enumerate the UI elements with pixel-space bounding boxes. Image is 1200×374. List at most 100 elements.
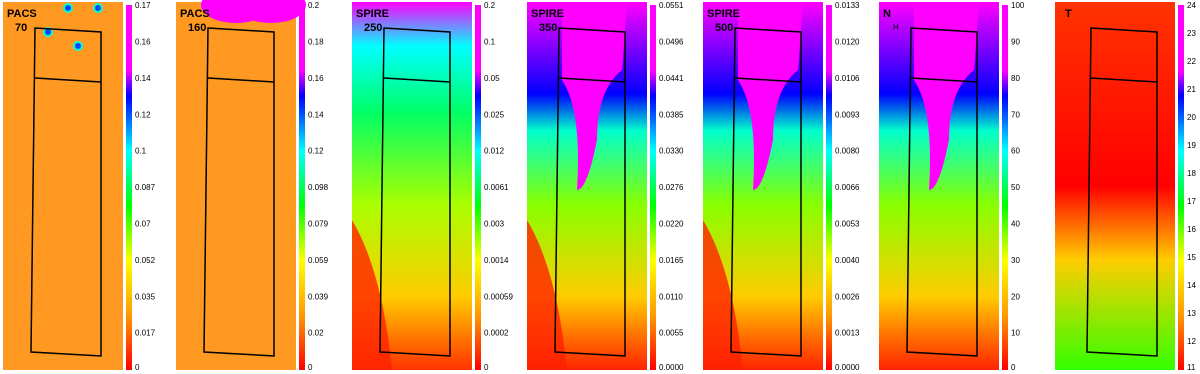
colorbar-tick-label: 0.012 [484, 147, 505, 156]
colorbar-tick-label: 0.0066 [835, 183, 860, 192]
region-outline [30, 27, 102, 357]
colorbar-tick-label: 0.16 [308, 74, 324, 83]
colorbar-tick-label: 0.12 [308, 147, 324, 156]
colorbar [826, 5, 832, 370]
colorbar-tick-label: 0.0106 [835, 74, 860, 83]
colorbar-tick-label: 0.12 [135, 110, 151, 119]
colorbar-tick-label: 0.0220 [659, 220, 684, 229]
source [63, 3, 73, 13]
colorbar-tick-label: 0.18 [308, 38, 324, 47]
source [43, 27, 53, 37]
colorbar-tick-label: 0 [1011, 363, 1016, 372]
colorbar-tick-label: 90 [1011, 38, 1020, 47]
region-divider [734, 77, 802, 83]
colorbar [475, 5, 481, 370]
colorbar-tick-label: 0 [484, 363, 489, 372]
colorbar-tick-label: 0.0061 [484, 183, 509, 192]
colorbar-tick-label: 13 [1187, 309, 1196, 318]
colorbar-tick-label: 0.052 [135, 256, 156, 265]
map-image [3, 2, 123, 370]
colorbar-tick-label: 20 [1187, 113, 1196, 122]
map-feature [236, 0, 306, 23]
panel-label: PACS [7, 8, 37, 20]
colorbar-tick-label: 60 [1011, 147, 1020, 156]
colorbar-tick-label: 0.0276 [659, 183, 684, 192]
panel-label: PACS [180, 8, 210, 20]
colorbar-tick-label: 30 [1011, 256, 1020, 265]
colorbar-tick-label: 0.2 [308, 1, 320, 10]
panel-label: N [883, 8, 891, 20]
panel-label: SPIRE [707, 8, 740, 20]
colorbar-tick-label: 21 [1187, 85, 1196, 94]
map-image [1055, 2, 1175, 370]
colorbar-tick-label: 0.0551 [659, 1, 684, 10]
colorbar-tick-label: 80 [1011, 74, 1020, 83]
map-feature [527, 220, 567, 370]
colorbar [126, 5, 132, 370]
colorbar-tick-label: 0.0120 [835, 38, 860, 47]
colorbar-tick-label: 22 [1187, 57, 1196, 66]
colorbar-tick-label: 0.0002 [484, 329, 509, 338]
colorbar-tick-label: 0.14 [135, 74, 151, 83]
source [93, 3, 103, 13]
colorbar-tick-label: 12 [1187, 337, 1196, 346]
colorbar [299, 5, 305, 370]
region-divider [383, 77, 451, 83]
colorbar-tick-label: 0.0441 [659, 74, 684, 83]
colorbar-tick-label: 70 [1011, 110, 1020, 119]
colorbar-tick-label: 0.0133 [835, 1, 860, 10]
map-feature [914, 2, 979, 190]
colorbar-tick-label: 0.017 [135, 329, 156, 338]
colorbar-tick-label: 0.098 [308, 183, 329, 192]
panel-label: SPIRE [356, 8, 389, 20]
region-divider [34, 77, 102, 83]
colorbar-tick-label: 0.0000 [659, 363, 684, 372]
colorbar-tick-label: 0.2 [484, 1, 496, 10]
colorbar-tick-label: 0.0496 [659, 38, 684, 47]
colorbar [1178, 5, 1184, 370]
colorbar-tick-label: 0.003 [484, 220, 505, 229]
colorbar-tick-label: 0.0040 [835, 256, 860, 265]
region-divider [910, 77, 978, 83]
colorbar-tick-label: 0.17 [135, 1, 151, 10]
region-divider [1090, 77, 1158, 83]
colorbar-tick-label: 50 [1011, 183, 1020, 192]
colorbar-tick-label: 11 [1187, 363, 1196, 372]
colorbar-tick-label: 0.0014 [484, 256, 509, 265]
colorbar-tick-label: 16 [1187, 225, 1196, 234]
panel-label-sub: H [893, 23, 899, 32]
region-outline [554, 27, 626, 357]
colorbar-tick-label: 0.0080 [835, 147, 860, 156]
colorbar-tick-label: 0.0000 [835, 363, 860, 372]
colorbar-tick-label: 0.0055 [659, 329, 684, 338]
colorbar-tick-label: 0.0165 [659, 256, 684, 265]
colorbar-tick-label: 0 [135, 363, 140, 372]
colorbar-tick-label: 0.059 [308, 256, 329, 265]
colorbar-tick-label: 0.0330 [659, 147, 684, 156]
region-divider [207, 77, 275, 83]
panel-label: 70 [15, 22, 27, 34]
region-outline [379, 27, 451, 357]
colorbar-tick-label: 0.035 [135, 292, 156, 301]
colorbar-tick-label: 10 [1011, 329, 1020, 338]
map-feature [738, 2, 803, 190]
colorbar-tick-label: 20 [1011, 292, 1020, 301]
region-outline [730, 27, 802, 357]
map-feature [562, 2, 627, 190]
map-feature [352, 220, 392, 370]
colorbar-tick-label: 0.025 [484, 110, 505, 119]
colorbar-tick-label: 0.0053 [835, 220, 860, 229]
colorbar-tick-label: 0.0026 [835, 292, 860, 301]
panel-label: 500 [715, 22, 733, 34]
colorbar-tick-label: 15 [1187, 253, 1196, 262]
colorbar-tick-label: 0.07 [135, 220, 151, 229]
colorbar-tick-label: 0.079 [308, 220, 329, 229]
region-outline [906, 27, 978, 357]
colorbar-tick-label: 0.00059 [484, 292, 513, 301]
map-feature [703, 220, 743, 370]
colorbar [1002, 5, 1008, 370]
colorbar-tick-label: 0.1 [484, 38, 496, 47]
colorbar-tick-label: 0.087 [135, 183, 156, 192]
colorbar-tick-label: 24 [1187, 1, 1196, 10]
source [73, 41, 83, 51]
